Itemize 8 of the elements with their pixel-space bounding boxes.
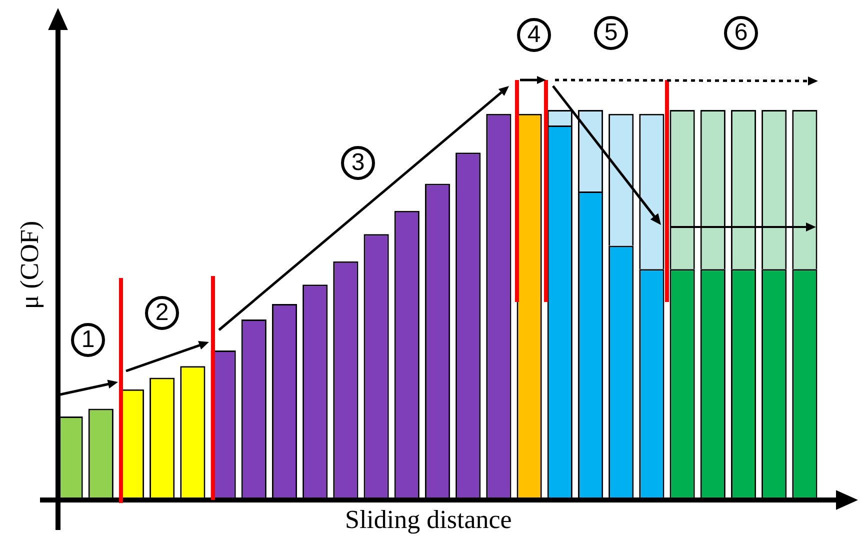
text: 5: [594, 16, 628, 50]
text: 6: [724, 16, 758, 50]
annotation: 2: [145, 296, 179, 330]
annotation: 1: [71, 323, 105, 357]
annotation: 3: [341, 146, 375, 180]
x-axis-title: Sliding distance: [345, 505, 512, 535]
text: 4: [517, 18, 551, 52]
y-axis-title: μ (COF): [15, 220, 45, 312]
